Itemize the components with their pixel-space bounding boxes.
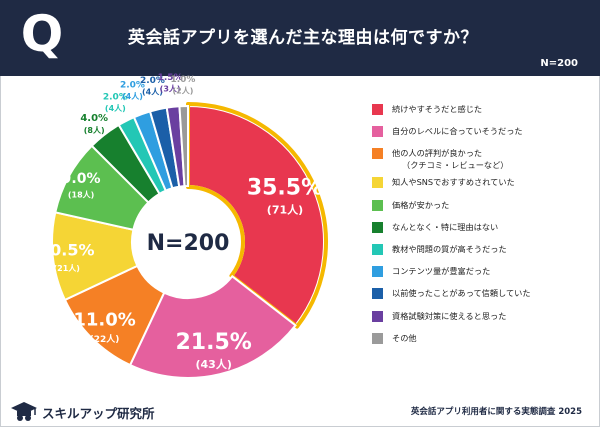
pie-slice bbox=[128, 274, 297, 379]
legend-swatch bbox=[372, 177, 383, 189]
legend-label-text: 資格試験対策に使えると思った bbox=[392, 310, 507, 321]
slice-value-label: 9.0% bbox=[62, 171, 101, 187]
legend-item: 以前使ったことがあって信頼していた bbox=[372, 287, 592, 309]
slice-count-label: (71人) bbox=[267, 203, 303, 217]
legend-item: 続けやすそうだと感じた bbox=[372, 103, 592, 125]
legend-swatch bbox=[372, 243, 383, 255]
sample-size-label: N=200 bbox=[540, 58, 578, 69]
slice-count-label: (4人) bbox=[122, 91, 143, 101]
highlight-ring bbox=[186, 102, 328, 329]
legend-label-text: その他 bbox=[392, 332, 417, 343]
slice-count-label: (21人) bbox=[54, 263, 80, 273]
slice-count-label: (2人) bbox=[173, 85, 194, 95]
page-title: 英会話アプリを選んだ主な理由は何ですか？ bbox=[128, 28, 478, 48]
slice-value-label: 1.5% bbox=[158, 73, 183, 83]
graduate-cap-icon bbox=[11, 402, 37, 421]
legend-swatch bbox=[372, 126, 383, 138]
slice-count-label: (18人) bbox=[68, 190, 94, 200]
legend-label: なんとなく・特に理由はない bbox=[392, 221, 498, 233]
legend-label-sub: （クチコミ・レビューなど） bbox=[402, 160, 509, 171]
legend-label-text: 他の人の評判が良かった bbox=[392, 148, 483, 159]
legend-label: 知人やSNSでおすすめされていた bbox=[392, 176, 515, 188]
legend-swatch bbox=[372, 221, 383, 233]
pie-slice bbox=[178, 104, 189, 188]
legend-label: 他の人の評判が良かった （クチコミ・レビューなど） bbox=[392, 147, 508, 171]
brand-name: スキルアップ研究所 bbox=[42, 406, 155, 421]
legend-swatch bbox=[372, 310, 383, 322]
slice-count-label: (4人) bbox=[142, 86, 163, 96]
legend-swatch bbox=[372, 266, 383, 278]
legend-label-text: 自分のレベルに合っていそうだった bbox=[392, 126, 523, 137]
question-mark-badge: Q bbox=[20, 5, 64, 63]
slice-value-label: 35.5% bbox=[247, 175, 323, 200]
legend-label-text: 以前使ったことがあって信頼していた bbox=[392, 288, 531, 299]
legend-item: 教材や問題の質が高そうだった bbox=[372, 243, 592, 265]
slice-value-label: 2.0% bbox=[120, 81, 145, 91]
legend-label-text: 続けやすそうだと感じた bbox=[392, 104, 483, 114]
slice-count-label: (22人) bbox=[90, 333, 120, 345]
header-bar: Q 英会話アプリを選んだ主な理由は何ですか？ N=200 bbox=[0, 0, 600, 76]
legend-item: その他 bbox=[372, 332, 592, 354]
legend-item: 資格試験対策に使えると思った bbox=[372, 310, 592, 332]
legend-label: 資格試験対策に使えると思った bbox=[392, 310, 506, 322]
slice-value-label: 21.5% bbox=[176, 330, 252, 355]
legend-item: コンテンツ量が豊富だった bbox=[372, 265, 592, 287]
legend-item: 知人やSNSでおすすめされていた bbox=[372, 176, 592, 198]
legend-label-text: 教材や問題の質が高そうだった bbox=[392, 243, 507, 254]
legend-label: 教材や問題の質が高そうだった bbox=[392, 243, 507, 255]
legend: 続けやすそうだと感じた 自分のレベルに合っていそうだった 他の人の評判が良かった （ク… bbox=[372, 103, 592, 354]
legend-swatch bbox=[372, 104, 383, 115]
center-total-label: N=200 bbox=[147, 231, 230, 256]
legend-swatch bbox=[372, 148, 383, 160]
slice-count-label: (43人) bbox=[195, 357, 231, 371]
legend-label: 以前使ったことがあって信頼していた bbox=[392, 287, 531, 299]
slice-value-label: 11.0% bbox=[73, 309, 135, 330]
donut-center bbox=[136, 190, 240, 294]
slice-value-label: 2.0% bbox=[140, 76, 165, 86]
slice-count-label: (3人) bbox=[160, 83, 181, 93]
slice-count-label: (8人) bbox=[84, 125, 105, 135]
legend-label-text: コンテンツ量が豊富だった bbox=[392, 266, 491, 277]
legend-label-text: なんとなく・特に理由はない bbox=[392, 221, 499, 232]
legend-item: 自分のレベルに合っていそうだった bbox=[372, 125, 592, 147]
slice-value-label: 10.5% bbox=[39, 240, 95, 259]
legend-label-text: 価格が安かった bbox=[392, 199, 450, 210]
brand-logo: スキルアップ研究所 bbox=[10, 400, 155, 422]
legend-item: 価格が安かった bbox=[372, 199, 592, 221]
legend-label-text: 知人やSNSでおすすめされていた bbox=[392, 177, 515, 188]
legend-label: 続けやすそうだと感じた bbox=[392, 103, 482, 115]
slice-value-label: 2.0% bbox=[103, 92, 128, 102]
legend-label: 自分のレベルに合っていそうだった bbox=[392, 125, 523, 137]
legend-item: 他の人の評判が良かった （クチコミ・レビューなど） bbox=[372, 147, 592, 176]
legend-label: 価格が安かった bbox=[392, 199, 449, 211]
legend-swatch bbox=[372, 332, 383, 344]
survey-note: 英会話アプリ利用者に関する実態調査 2025 bbox=[410, 407, 582, 417]
legend-label: その他 bbox=[392, 332, 417, 344]
slice-count-label: (4人) bbox=[105, 103, 126, 113]
legend-item: なんとなく・特に理由はない bbox=[372, 221, 592, 243]
legend-swatch bbox=[372, 199, 383, 211]
slice-value-label: 4.0% bbox=[80, 113, 108, 124]
slice-value-label: 1.0% bbox=[170, 75, 195, 85]
legend-label: コンテンツ量が豊富だった bbox=[392, 265, 490, 277]
legend-swatch bbox=[372, 288, 383, 300]
